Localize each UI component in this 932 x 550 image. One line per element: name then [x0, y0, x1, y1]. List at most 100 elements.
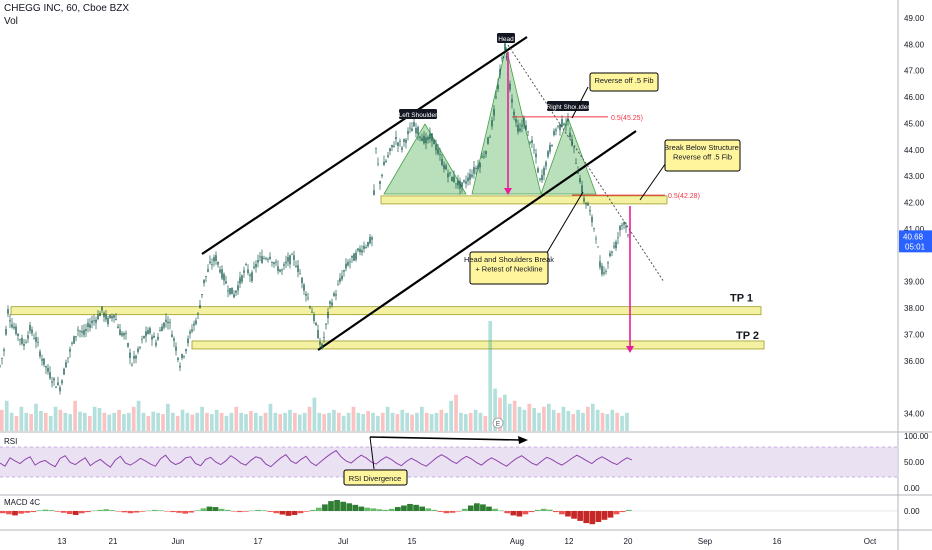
macd-histogram-bar	[115, 511, 122, 512]
candle-body	[33, 338, 35, 340]
channel-lower-line	[317, 130, 637, 351]
candle-body	[155, 342, 157, 346]
candle-body	[605, 271, 607, 272]
candle-body	[213, 257, 215, 262]
candle-body	[83, 330, 85, 335]
macd-histogram-bar	[583, 511, 590, 524]
candle-body	[151, 336, 153, 340]
time-tick-label: Oct	[864, 537, 877, 546]
volume-bar	[527, 403, 532, 431]
candle-body	[423, 135, 425, 144]
candle-body	[41, 359, 43, 361]
price-tick-label: 41.00	[904, 225, 925, 234]
volume-bar	[600, 412, 605, 431]
macd-histogram-bar	[309, 509, 316, 511]
volume-bar	[620, 415, 624, 431]
chart-title: CHEGG INC, 60, Cboe BZX	[4, 3, 130, 14]
macd-histogram-bar	[467, 505, 474, 511]
candle-body	[471, 174, 473, 177]
macd-histogram-bar	[516, 511, 523, 517]
candle-body	[27, 335, 29, 339]
price-tick-label: 42.00	[904, 199, 925, 208]
candle-body	[441, 158, 443, 165]
volume-bar	[210, 414, 214, 431]
candle-body	[397, 142, 399, 146]
candle-body	[207, 269, 209, 272]
candle-body	[453, 176, 455, 183]
volume-bar	[332, 409, 336, 431]
volume-bar	[214, 409, 219, 431]
volume-bar	[117, 409, 121, 431]
macd-histogram-bar	[243, 511, 249, 512]
candle-body	[451, 177, 453, 182]
macd-histogram-bar	[510, 511, 517, 516]
volume-bar	[141, 412, 146, 431]
candle-body	[467, 177, 469, 182]
candle-body	[337, 284, 339, 286]
candle-body	[399, 141, 401, 142]
volume-bar	[576, 409, 580, 431]
candle-body	[493, 108, 495, 116]
candle-body	[261, 256, 263, 264]
candle-body	[553, 130, 555, 136]
macd-histogram-bar	[449, 511, 456, 513]
macd-histogram-bar	[54, 511, 61, 512]
hs-break-callout-pointer	[544, 191, 584, 257]
volume-bar	[336, 412, 341, 431]
macd-histogram-bar	[376, 509, 383, 511]
price-tick-label: 49.00	[904, 14, 925, 23]
candle-body	[165, 319, 167, 322]
volume-bar	[322, 414, 327, 431]
candle-body	[181, 354, 183, 358]
candle-body	[69, 348, 71, 352]
candle-body	[483, 156, 485, 158]
macd-histogram-bar	[413, 504, 419, 511]
candle-body	[283, 264, 285, 266]
candle-body	[245, 264, 247, 265]
candle-body	[55, 386, 57, 388]
candle-body	[171, 334, 173, 338]
tp1-zone	[10, 306, 762, 316]
candle-body	[341, 275, 343, 280]
candle-body	[535, 153, 537, 158]
candle-body	[343, 270, 345, 272]
rsi-tick-label: 50.00	[904, 458, 925, 467]
volume-bar	[463, 414, 468, 431]
candle-body	[73, 336, 75, 344]
candle-body	[409, 127, 411, 129]
candle-body	[191, 329, 193, 332]
candle-body	[135, 355, 137, 359]
price-tick-label: 47.00	[904, 67, 925, 76]
volume-bar	[229, 412, 234, 431]
macd-histogram-bar	[316, 507, 322, 511]
candle-body	[301, 277, 303, 284]
volume-bar	[136, 400, 141, 431]
candle-body	[1, 358, 3, 359]
candle-body	[81, 331, 83, 333]
candle-body	[293, 255, 295, 260]
macd-histogram-bar	[407, 503, 413, 511]
macd-histogram-bar	[170, 511, 176, 513]
volume-bar	[263, 412, 268, 431]
candle-body	[567, 118, 569, 122]
candle-body	[23, 344, 25, 346]
candle-body	[529, 141, 531, 143]
candle-body	[25, 342, 27, 344]
candle-body	[475, 167, 477, 170]
candle-body	[557, 125, 559, 127]
candle-body	[97, 314, 99, 320]
candle-body	[339, 278, 341, 282]
candle-body	[305, 293, 307, 296]
volume-bar	[449, 400, 453, 431]
candle-body	[457, 180, 459, 186]
macd-histogram-bar	[577, 511, 583, 521]
candle-body	[333, 293, 335, 296]
left-shoulder-label-bg	[399, 109, 437, 119]
candle-body	[311, 311, 313, 313]
volume-bar	[356, 412, 361, 431]
volume-bar	[346, 412, 351, 431]
macd-histogram-bar	[85, 511, 91, 513]
candle-body	[379, 181, 381, 184]
candle-body	[115, 318, 117, 320]
